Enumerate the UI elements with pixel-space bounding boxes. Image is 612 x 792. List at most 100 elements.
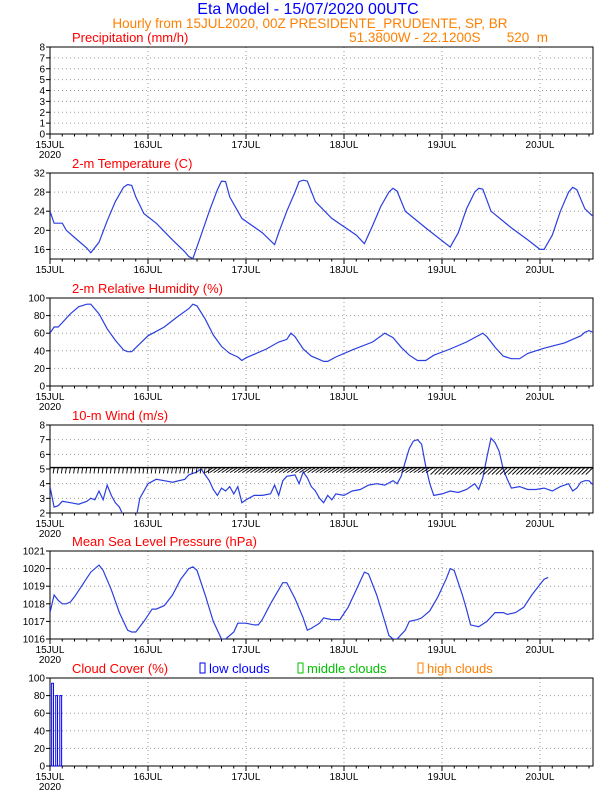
panel-frame xyxy=(49,677,594,767)
wind-barb xyxy=(393,467,402,473)
wind-barb xyxy=(303,467,312,473)
wind-barb xyxy=(150,467,153,474)
panel-title: 10-m Wind (m/s) xyxy=(72,408,168,423)
x-tick-label: 16JUL xyxy=(134,265,163,276)
wind-barb xyxy=(462,467,471,475)
wind-barb xyxy=(331,467,341,473)
wind-barb xyxy=(401,467,410,473)
y-tick-label: 0 xyxy=(39,762,45,773)
wind-barb xyxy=(327,467,337,473)
wind-barb xyxy=(544,467,553,475)
wind-barb xyxy=(187,467,190,474)
wind-barb xyxy=(254,467,263,473)
wind-barb xyxy=(233,467,243,473)
wind-barb xyxy=(77,467,80,474)
wind-barb xyxy=(109,467,112,474)
wind-barb xyxy=(356,467,365,473)
wind-barb xyxy=(299,467,308,473)
y-tick-label: 4 xyxy=(39,479,45,490)
y-tick-label: 24 xyxy=(34,207,46,218)
x-tick-label: 17JUL xyxy=(232,645,261,656)
legend-label-low: low clouds xyxy=(209,661,270,676)
y-tick-label: 20 xyxy=(34,364,46,375)
wind-barb xyxy=(105,467,108,474)
wind-barb xyxy=(344,467,353,473)
panel-title: 2-m Temperature (C) xyxy=(72,156,192,171)
wind-barb xyxy=(56,467,59,474)
wind-barb xyxy=(536,467,545,475)
wind-barb xyxy=(376,467,386,473)
wind-barb xyxy=(520,467,529,475)
y-tick-label: 80 xyxy=(34,691,46,702)
x-tick-label: 15JUL xyxy=(36,772,65,783)
chart-subtitle-coordinates: 51.3800W - 22.1200S 520 m xyxy=(349,30,548,45)
wind-barb xyxy=(225,467,234,473)
wind-barb xyxy=(467,467,475,475)
wind-barb xyxy=(348,467,357,473)
wind-barb xyxy=(380,467,390,473)
x-tick-label: 20JUL xyxy=(526,392,555,403)
y-tick-label: 40 xyxy=(34,726,46,737)
wind-barb xyxy=(73,467,75,474)
wind-barb xyxy=(340,467,349,473)
wind-barb xyxy=(409,467,418,473)
y-tick-label: 8 xyxy=(39,43,45,54)
wind-barb xyxy=(205,467,214,473)
x-tick-label: 17JUL xyxy=(232,519,261,530)
y-tick-label: 0 xyxy=(39,382,45,393)
panel-frame xyxy=(49,550,594,640)
wind-barb xyxy=(516,467,524,475)
wind-barb xyxy=(134,467,137,474)
y-tick-label: 7 xyxy=(39,435,45,446)
y-tick-label: 60 xyxy=(34,329,46,340)
x-tick-label: 20JUL xyxy=(526,772,555,783)
wind-barb xyxy=(130,467,133,474)
wind-barb xyxy=(548,467,557,475)
y-tick-label: 32 xyxy=(34,169,46,180)
wind-barb xyxy=(413,467,422,473)
wind-barb xyxy=(250,467,259,473)
wind-barb xyxy=(503,467,512,475)
wind-barb xyxy=(384,467,394,473)
wind-barb xyxy=(203,467,206,474)
y-tick-label: 1021 xyxy=(23,547,46,558)
wind-barb xyxy=(507,467,516,475)
y-tick-label: 1018 xyxy=(23,599,46,610)
wind-barb xyxy=(532,467,541,475)
wind-barb xyxy=(52,467,55,474)
wind-barb xyxy=(101,467,104,474)
wind-barb xyxy=(450,467,459,475)
series-line xyxy=(50,303,593,362)
wind-barb xyxy=(146,467,149,474)
wind-barb xyxy=(179,467,182,474)
wind-barb xyxy=(246,467,255,473)
wind-barb xyxy=(552,467,561,475)
y-tick-label: 20 xyxy=(34,226,46,237)
wind-barb xyxy=(495,467,504,475)
x-tick-label: 15JUL xyxy=(36,519,65,530)
wind-barb xyxy=(295,467,304,473)
y-tick-label: 7 xyxy=(39,53,45,64)
wind-barb xyxy=(221,467,230,473)
wind-barb xyxy=(266,467,275,473)
wind-barb xyxy=(360,467,369,473)
panel-title: 2-m Relative Humidity (%) xyxy=(72,281,223,296)
wind-barb xyxy=(364,467,373,473)
wind-barb xyxy=(405,467,414,473)
x-tick-label: 16JUL xyxy=(134,772,163,783)
cloud-bar-low xyxy=(59,695,63,767)
wind-barb xyxy=(162,467,165,474)
x-tick-label: 20JUL xyxy=(526,645,555,656)
wind-barb xyxy=(581,467,590,475)
wind-barb xyxy=(217,467,226,473)
wind-barb xyxy=(64,467,67,474)
wind-barb xyxy=(183,467,186,474)
y-tick-label: 2 xyxy=(39,108,45,119)
x-tick-label: 17JUL xyxy=(232,265,261,276)
wind-barb xyxy=(540,467,549,475)
panel-title: Mean Sea Level Pressure (hPa) xyxy=(72,534,257,549)
y-tick-label: 60 xyxy=(34,709,46,720)
wind-barb xyxy=(81,467,84,474)
x-tick-label: 18JUL xyxy=(330,772,359,783)
